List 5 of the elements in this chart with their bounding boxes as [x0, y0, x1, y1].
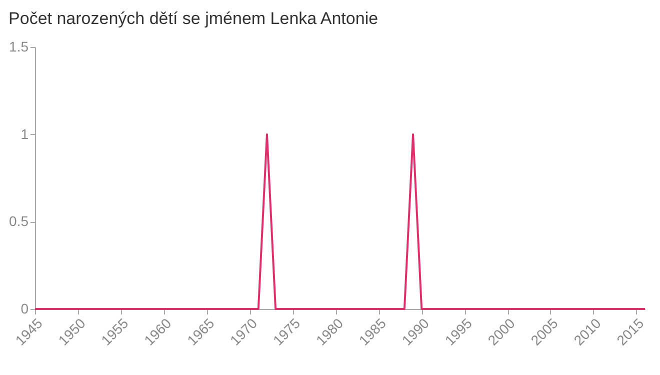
y-tick-label: 0: [20, 300, 29, 316]
y-tick-label: 1: [20, 126, 29, 142]
y-tick-label: 0.5: [9, 213, 29, 230]
y-tick-label: 1.5: [9, 38, 29, 54]
chart-title: Počet narozených dětí se jménem Lenka Antonie: [8, 9, 378, 28]
